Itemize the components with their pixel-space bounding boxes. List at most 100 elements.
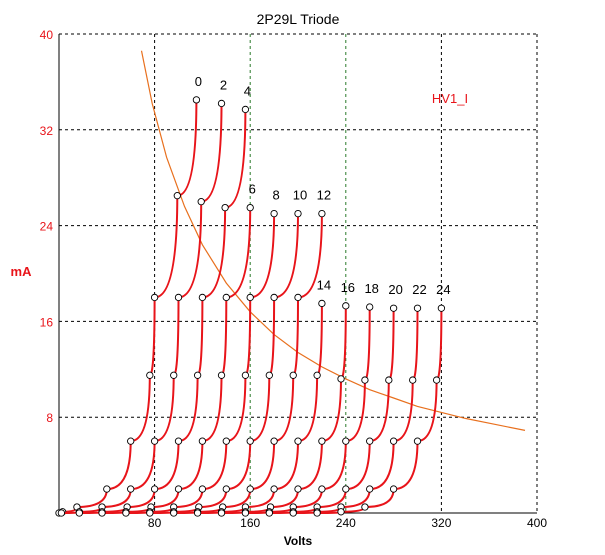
load-line-path [140,50,526,431]
curve-grid-0 [58,99,198,514]
y-tick-label: 32 [40,124,54,138]
data-point-marker [198,485,207,493]
data-point-marker [342,485,350,493]
data-point-marker [174,437,183,445]
data-point-marker [170,371,178,379]
y-tick-label: 16 [40,315,54,329]
data-point-marker [57,509,66,517]
data-point-marker [197,197,205,206]
data-point-marker [318,437,326,445]
grid-lines [58,33,538,514]
data-point-marker [127,437,135,445]
data-point-marker [385,376,393,384]
curve-label-4: 4 [244,83,251,98]
data-point-marker [432,376,441,384]
data-point-marker [294,293,302,302]
curve-label-24: 24 [436,282,450,297]
data-point-marker [193,371,202,379]
data-point-marker [246,293,254,302]
data-point-marker [413,304,422,312]
data-point-marker [318,485,326,493]
curve-grid-14 [197,303,323,514]
data-point-marker [361,503,369,511]
x-tick-label: 160 [240,516,260,530]
data-point-marker [103,485,111,493]
data-point-marker [294,485,302,493]
y-tick-label: 40 [40,28,54,42]
data-point-marker [127,485,135,493]
data-point-marker [193,509,202,517]
data-point-marker [173,192,181,200]
chart-title: 2P29L Triode [257,11,340,27]
y-tick-label: 24 [40,220,54,234]
load-line [140,50,526,431]
data-point-marker [270,485,278,493]
data-point-marker [217,509,226,517]
data-point-marker [366,303,374,311]
curve-grid-4 [79,109,247,514]
data-point-marker [361,376,369,384]
data-point-marker [409,376,417,384]
data-point-marker [241,509,250,517]
data-point-marker [337,375,345,383]
curve-label-18: 18 [364,281,378,296]
data-point-marker [246,437,254,445]
data-point-marker [146,509,154,517]
data-point-marker [270,437,278,445]
data-point-marker [217,371,226,379]
data-point-marker [313,371,321,379]
data-point-marker [150,293,159,302]
data-point-marker [389,485,398,493]
data-point-marker [265,371,273,379]
curve-label-2: 2 [220,77,227,92]
curve-label-16: 16 [341,280,355,295]
curve-grid-2 [61,103,223,514]
curve-label-22: 22 [412,282,426,297]
data-point-marker [246,203,254,212]
data-point-marker [241,105,250,114]
data-point-marker [342,302,350,310]
curve-label-20: 20 [388,282,402,297]
data-point-marker [192,96,201,104]
data-point-marker [222,437,230,445]
curve-label-14: 14 [317,277,331,292]
data-point-marker [198,293,207,302]
data-point-marker [366,437,374,445]
data-point-marker [294,209,302,218]
data-point-marker [174,293,183,302]
curve-label-10: 10 [293,188,307,203]
data-point-marker [170,509,178,517]
data-point-marker [318,209,326,218]
x-tick-label: 80 [148,516,162,530]
curve-label-8: 8 [272,188,279,203]
data-point-marker [318,299,326,308]
data-point-marker [389,437,398,445]
data-point-marker [294,437,302,445]
data-point-marker [265,509,273,517]
plate-curves [55,96,446,517]
x-tick-label: 240 [336,516,356,530]
data-point-marker [437,304,446,312]
data-point-marker [389,304,398,312]
data-point-marker [75,509,83,517]
curve-label-0: 0 [195,74,202,89]
data-point-marker [289,509,297,517]
data-point-marker [146,371,154,379]
load-line-annotation: HV1_I [432,91,468,106]
data-point-marker [150,437,159,445]
data-point-marker [217,99,226,108]
data-point-marker [289,371,297,379]
data-point-marker [246,485,254,493]
data-point-marker [313,509,321,517]
curve-label-12: 12 [317,188,331,203]
x-tick-label: 400 [527,516,547,530]
curve-label-6: 6 [249,182,256,197]
data-point-marker [270,209,278,218]
data-point-marker [150,485,159,493]
data-point-marker [174,485,183,493]
data-point-marker [337,508,345,516]
x-axis-label: Volts [284,534,313,548]
data-point-marker [221,203,229,212]
